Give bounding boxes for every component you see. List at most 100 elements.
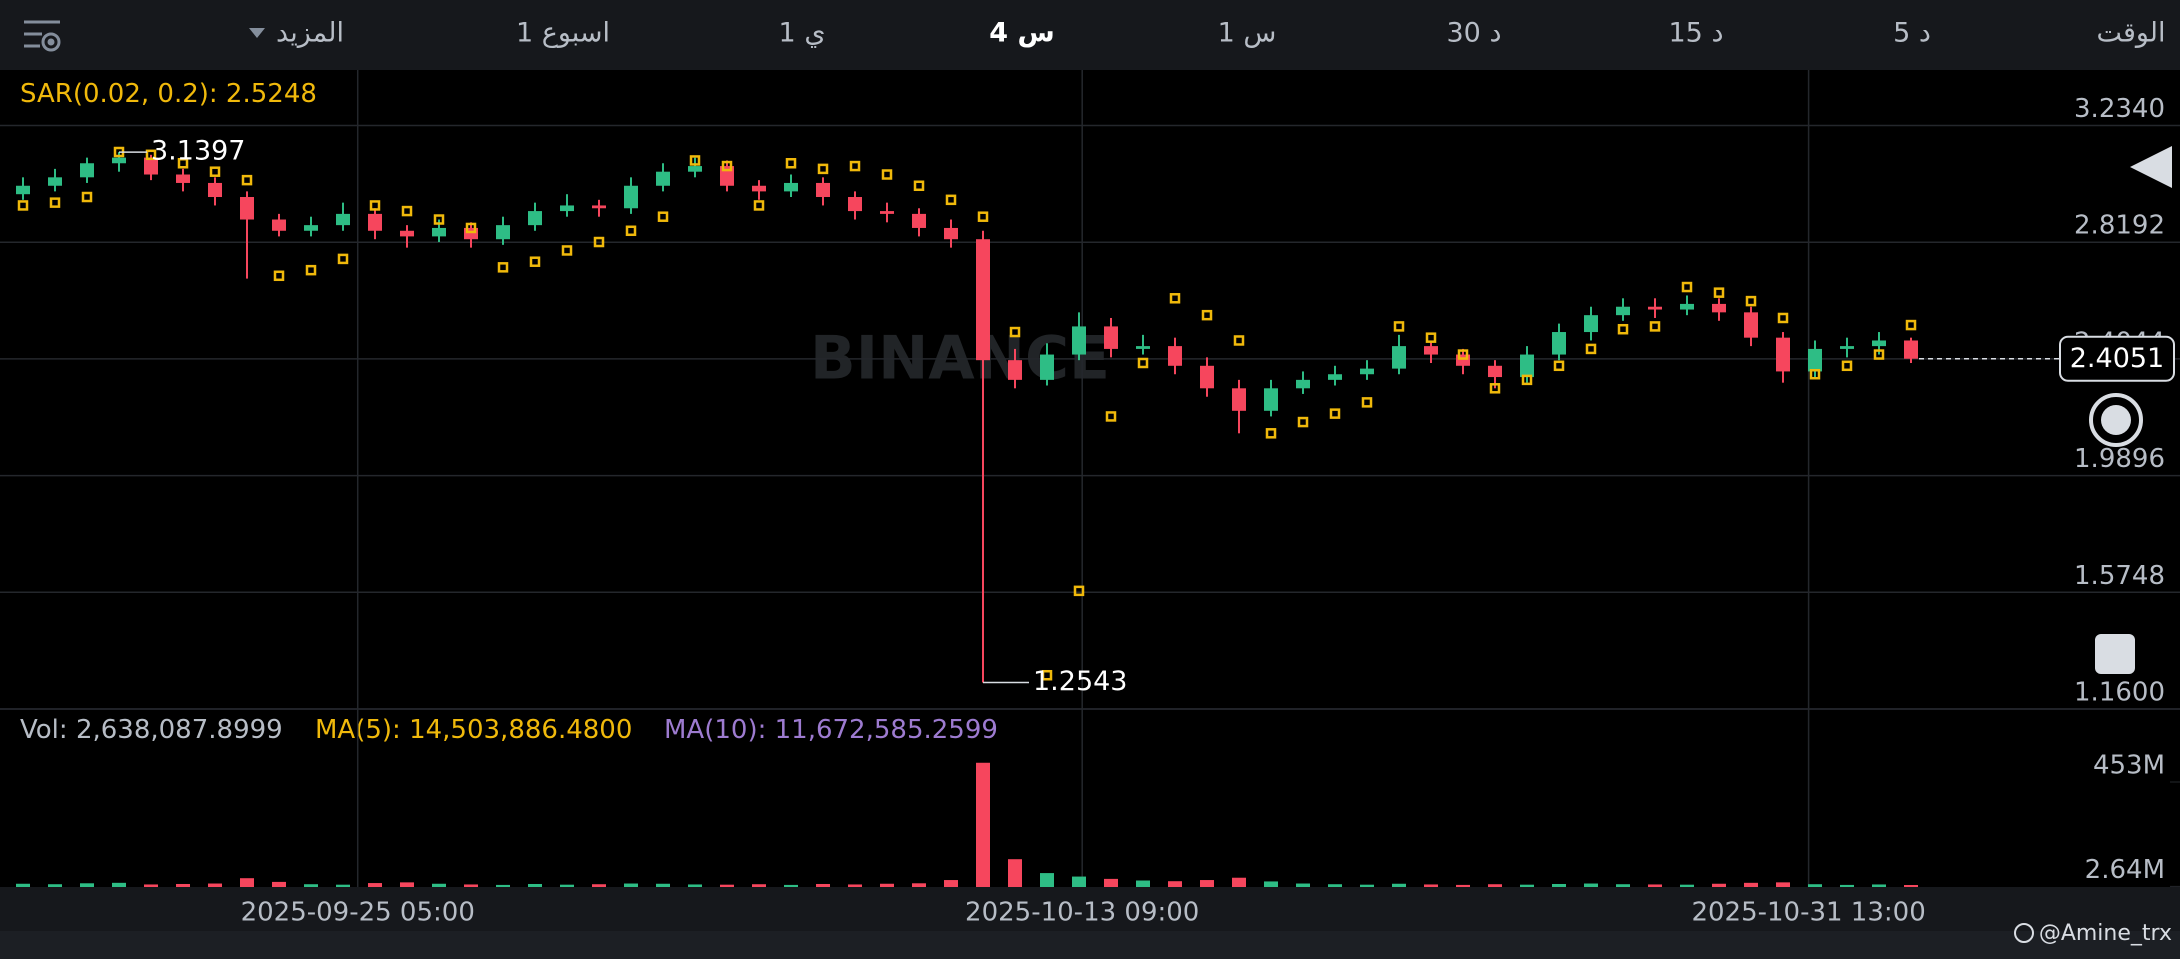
sar-dot bbox=[337, 253, 349, 265]
volume-bar bbox=[1040, 873, 1054, 887]
ma10-header: MA(10): 11,672,585.2599 bbox=[664, 715, 998, 745]
collapse-arrow[interactable] bbox=[2130, 146, 2172, 188]
timeframe-tab[interactable]: 1 س bbox=[1218, 18, 1277, 49]
sar-dot bbox=[1233, 335, 1245, 346]
candle-body bbox=[1264, 388, 1278, 411]
volume-bar bbox=[1296, 883, 1310, 887]
candle-body bbox=[1616, 306, 1630, 316]
sar-dot bbox=[1745, 295, 1757, 307]
sar-header: SAR(0.02, 0.2): 2.5248 bbox=[20, 79, 317, 109]
volume-tick-label: 2.64M bbox=[2085, 855, 2165, 885]
volume-bar bbox=[816, 883, 830, 887]
sar-dot bbox=[1297, 416, 1309, 428]
volume-bar bbox=[624, 883, 638, 887]
sar-dot bbox=[1265, 428, 1277, 439]
y-tick-label: 1.9896 bbox=[2074, 444, 2165, 474]
sar-dot bbox=[1905, 319, 1917, 331]
timeframe-tab[interactable]: 30 د bbox=[1447, 18, 1502, 49]
volume-bar bbox=[1872, 884, 1886, 887]
target-icon[interactable] bbox=[2089, 393, 2143, 447]
volume-bar bbox=[1648, 884, 1662, 887]
sar-dot bbox=[1553, 360, 1565, 372]
square-tool[interactable] bbox=[2095, 634, 2135, 674]
candle-body bbox=[1104, 326, 1118, 349]
sar-dot bbox=[1457, 349, 1469, 360]
volume-bar bbox=[1680, 884, 1694, 887]
y-tick-label: 3.2340 bbox=[2074, 94, 2165, 124]
candle-body bbox=[1584, 315, 1598, 333]
candle-body bbox=[752, 185, 766, 192]
candle-body bbox=[1008, 360, 1022, 380]
volume-bar bbox=[368, 883, 382, 887]
candle-body bbox=[80, 163, 94, 178]
volume-bar bbox=[1488, 884, 1502, 887]
candle-body bbox=[1456, 354, 1470, 366]
timeframe-tab[interactable]: 5 د bbox=[1893, 18, 1931, 49]
timeframe-tab[interactable]: 4 س bbox=[989, 18, 1054, 49]
candle-body bbox=[1808, 348, 1822, 372]
sar-dot bbox=[17, 200, 29, 211]
candle-body bbox=[944, 227, 958, 240]
volume-bar bbox=[528, 883, 542, 887]
volume-bar bbox=[176, 883, 190, 887]
timeframe-tab[interactable]: 15 د bbox=[1669, 18, 1724, 49]
candle-body bbox=[592, 205, 606, 209]
x-tick-label: 2025-10-31 13:00 bbox=[1691, 898, 1925, 928]
sar-dot bbox=[1649, 321, 1661, 332]
sar-dot bbox=[1521, 374, 1533, 386]
volume-bar bbox=[656, 883, 670, 887]
candle-body bbox=[624, 185, 638, 209]
candle-body bbox=[16, 185, 30, 195]
sar-dot bbox=[785, 158, 797, 169]
sar-dot bbox=[721, 160, 733, 172]
vol-value: 2,638,087.8999 bbox=[76, 715, 283, 745]
sar-dot bbox=[1425, 332, 1437, 343]
high-label: 3.1397 bbox=[151, 136, 245, 167]
candle-body bbox=[1680, 303, 1694, 310]
sar-dot bbox=[401, 205, 413, 217]
candle-body bbox=[1648, 306, 1662, 310]
candle-body bbox=[464, 227, 478, 240]
timeframe-tab[interactable]: المزيد bbox=[276, 18, 344, 49]
candle-body bbox=[176, 174, 190, 183]
volume-bar bbox=[1840, 884, 1854, 887]
ma10-label: MA(10): bbox=[664, 715, 766, 745]
sar-dot bbox=[465, 222, 477, 234]
volume-bar bbox=[1552, 883, 1566, 887]
sar-dot bbox=[1201, 309, 1213, 321]
y-tick-label: 2.8192 bbox=[2074, 211, 2165, 241]
price-label: 2.4051 bbox=[2070, 343, 2164, 374]
ma5-value: 14,503,886.4800 bbox=[409, 715, 632, 745]
sar-dot bbox=[1873, 349, 1885, 360]
candle-body bbox=[848, 197, 862, 212]
volume-bar bbox=[1744, 882, 1758, 887]
candle-body bbox=[528, 211, 542, 226]
candle-body bbox=[656, 171, 670, 186]
vol-label: Vol: bbox=[20, 715, 68, 745]
volume-bar bbox=[880, 883, 894, 887]
volume-bar bbox=[1232, 877, 1246, 887]
candle-body bbox=[48, 177, 62, 186]
sar-dot bbox=[1489, 383, 1501, 394]
candle-body bbox=[1200, 365, 1214, 389]
sar-dot bbox=[593, 236, 605, 248]
volume-bar bbox=[1072, 876, 1086, 887]
candle-body bbox=[1360, 368, 1374, 375]
candle-body bbox=[1488, 365, 1502, 378]
timeframe-tab[interactable]: 1 ي bbox=[779, 18, 826, 49]
candle-body bbox=[1744, 312, 1758, 338]
candle-body bbox=[1328, 374, 1342, 380]
candle-body bbox=[1072, 326, 1086, 355]
sar-dot bbox=[145, 149, 157, 161]
sar-dot bbox=[433, 214, 445, 225]
candle-body bbox=[1776, 337, 1790, 372]
timeframe-tab[interactable]: الوقت bbox=[2096, 18, 2165, 49]
candle-body bbox=[432, 227, 446, 237]
volume-bar bbox=[1584, 883, 1598, 887]
sar-dot bbox=[529, 256, 541, 267]
volume-bar bbox=[1328, 884, 1342, 887]
settings-icon[interactable] bbox=[24, 20, 61, 52]
dropdown-arrow[interactable] bbox=[249, 28, 265, 38]
timeframe-tab[interactable]: 1 اسبوع bbox=[516, 18, 610, 49]
volume-bar bbox=[464, 884, 478, 887]
